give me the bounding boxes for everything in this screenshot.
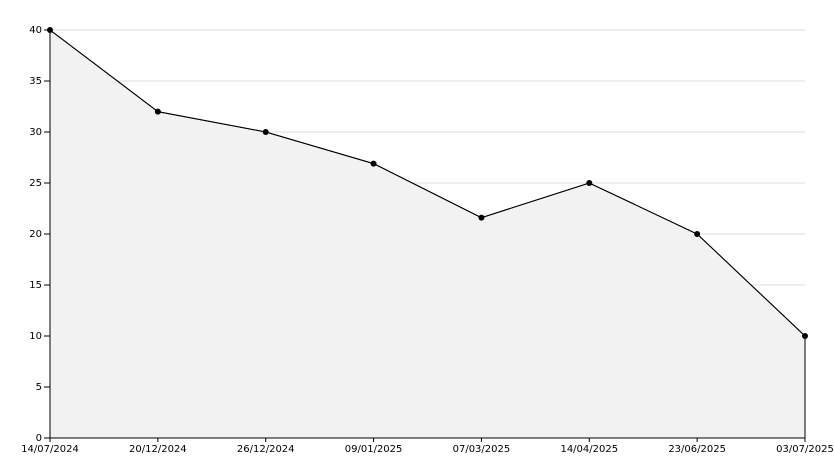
y-tick-label: 40 (29, 25, 42, 36)
x-tick-label: 14/07/2024 (21, 444, 79, 455)
y-tick-label: 30 (29, 127, 42, 138)
marker (694, 231, 701, 237)
x-tick-label: 09/01/2025 (345, 444, 403, 455)
marker (370, 160, 377, 167)
line (49, 29, 806, 337)
x-tick-label: 14/04/2025 (560, 444, 618, 455)
y-tick-label: 0 (36, 433, 42, 444)
x-tick-label: 20/12/2024 (129, 444, 187, 455)
y-tick-label: 20 (29, 229, 42, 240)
marker (154, 108, 161, 115)
x-tick-label: 26/12/2024 (237, 444, 295, 455)
marker (478, 214, 485, 221)
x-tick-label: 03/07/2025 (776, 444, 834, 455)
y-tick-label: 25 (29, 178, 42, 189)
marker (262, 129, 269, 135)
marker (586, 180, 593, 186)
y-tick-label: 35 (29, 76, 42, 87)
area (49, 28, 806, 439)
marker (802, 333, 808, 339)
y-tick-label: 10 (29, 331, 42, 342)
y-tick-label: 5 (36, 382, 42, 393)
x-tick-label: 07/03/2025 (453, 444, 511, 455)
y-tick-label: 15 (29, 280, 42, 291)
x-tick-label: 23/06/2025 (668, 444, 726, 455)
